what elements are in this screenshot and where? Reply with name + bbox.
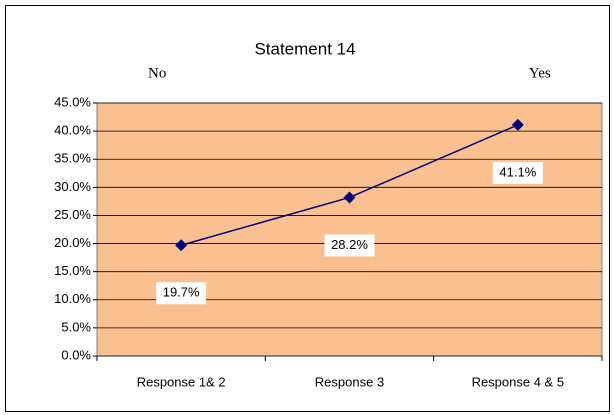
x-tick-label: Response 4 & 5 [472,374,565,389]
y-tick-label: 45.0% [54,94,91,109]
point-marker [175,239,188,252]
x-tick-label: Response 3 [315,374,384,389]
y-tick-label: 30.0% [54,179,91,194]
point-marker [343,191,356,204]
point-marker [511,118,524,131]
y-tick-label: 25.0% [54,207,91,222]
chart-title: Statement 14 [254,39,355,58]
y-tick-label: 15.0% [54,263,91,278]
value-label: 19.7% [163,285,200,300]
y-tick-label: 35.0% [54,151,91,166]
x-tick-label: Response 1& 2 [137,374,226,389]
y-tick-label: 40.0% [54,123,91,138]
plot-area [96,102,603,357]
annotation: No [148,65,166,81]
annotation: Yes [529,65,551,81]
y-tick-label: 10.0% [54,291,91,306]
y-tick-label: 5.0% [61,319,91,334]
value-label-box [156,282,207,305]
y-tick-label: 0.0% [61,347,91,362]
value-label: 41.1% [499,164,536,179]
value-label-box [492,161,543,184]
value-label-box [324,234,375,257]
y-tick-label: 20.0% [54,235,91,250]
value-label: 28.2% [331,237,368,252]
